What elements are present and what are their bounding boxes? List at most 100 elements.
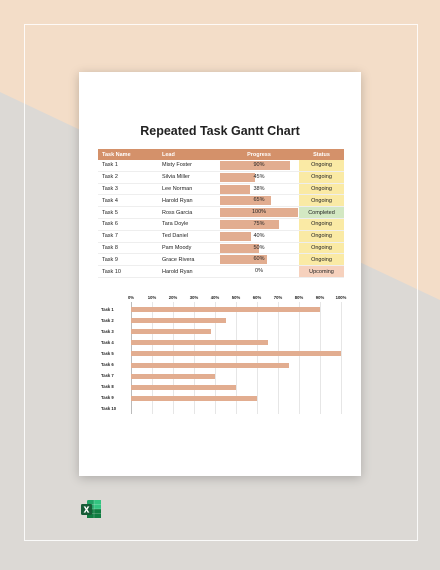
gantt-bar (131, 340, 268, 346)
progress-label: 40% (253, 232, 265, 239)
task-name-cell: Task 9 (98, 253, 158, 267)
x-tick-label: 10% (147, 295, 157, 300)
gridline (341, 302, 342, 414)
progress-label: 100% (251, 209, 267, 216)
x-tick-label: 60% (252, 295, 262, 300)
y-category-label: Task 3 (101, 328, 114, 334)
task-name-cell: Task 7 (98, 230, 158, 243)
progress-label: 65% (253, 197, 265, 204)
lead-cell: Harold Ryan (158, 265, 219, 278)
y-category-label: Task 2 (101, 317, 114, 323)
progress-label: 0% (255, 268, 263, 275)
task-name-cell: Task 8 (98, 242, 158, 255)
document-title: Repeated Task Gantt Chart (140, 124, 300, 138)
table-row: Task 1 Misty Foster 90% Ongoing (98, 160, 344, 172)
progress-label: 75% (253, 220, 265, 227)
progress-label: 90% (253, 162, 265, 168)
y-category-label: Task 1 (101, 306, 114, 312)
status-badge: Ongoing (299, 218, 344, 231)
lead-cell: Silvia Miller (158, 171, 219, 184)
table-row: Task 5 Ross Garcia 100% Completed (98, 206, 344, 219)
status-badge: Ongoing (299, 160, 344, 172)
progress-cell: 0% (219, 265, 299, 278)
task-name-cell: Task 5 (98, 206, 158, 219)
table-row: Task 8 Pam Moody 50% Ongoing (98, 242, 344, 255)
status-badge: Ongoing (299, 242, 344, 255)
decorative-frame (24, 24, 418, 541)
column-header-task: Task Name (98, 149, 158, 160)
gridline (236, 302, 237, 414)
x-tick-label: 30% (189, 295, 199, 300)
task-name-cell: Task 1 (98, 160, 158, 172)
progress-bar (220, 219, 279, 229)
gridline (278, 302, 279, 414)
gridline (299, 302, 300, 414)
table-row: Task 3 Lee Norman 38% Ongoing (98, 183, 344, 196)
lead-cell: Grace Rivera (158, 253, 219, 267)
progress-cell: 75% (219, 218, 299, 231)
progress-cell: 40% (219, 230, 299, 243)
table-header-row: Task Name Lead Progress Status (98, 149, 344, 160)
gantt-bar (131, 351, 341, 357)
lead-cell: Tara Doyle (158, 218, 219, 231)
task-name-cell: Task 10 (98, 265, 158, 278)
progress-cell: 60% (219, 253, 299, 267)
progress-bar (220, 255, 267, 265)
lead-cell: Pam Moody (158, 242, 219, 255)
progress-cell: 90% (219, 160, 299, 172)
progress-bar (220, 231, 252, 241)
x-tick-label: 90% (315, 295, 325, 300)
lead-cell: Harold Ryan (158, 194, 219, 208)
status-badge: Ongoing (299, 253, 344, 267)
progress-cell: 100% (219, 206, 299, 219)
status-badge: Upcoming (299, 265, 344, 278)
gantt-bar (131, 362, 289, 368)
y-category-label: Task 7 (101, 373, 114, 379)
progress-bar (220, 243, 259, 253)
y-category-label: Task 6 (101, 362, 114, 367)
status-badge: Ongoing (299, 230, 344, 243)
gantt-bar (131, 373, 215, 379)
y-category-label: Task 5 (101, 350, 114, 356)
task-name-cell: Task 6 (98, 218, 158, 231)
table-row: Task 4 Harold Ryan 65% Ongoing (98, 194, 344, 208)
gridline (257, 302, 258, 414)
table-row: Task 9 Grace Rivera 60% Ongoing (98, 253, 344, 267)
x-tick-label: 40% (210, 295, 220, 300)
x-tick-label: 80% (294, 295, 304, 300)
progress-label: 60% (253, 256, 265, 263)
gridline (194, 302, 195, 414)
column-header-progress: Progress (219, 149, 299, 160)
gridline (320, 302, 321, 414)
gantt-bar (131, 395, 257, 401)
excel-icon (81, 500, 101, 518)
gantt-bar (131, 329, 211, 335)
y-axis-line (131, 302, 132, 414)
progress-bar (220, 208, 298, 218)
gantt-chart: 0% 10% 20% 30% 40% 50% 60% 70% 80% 90% 100% Task 1 T… (79, 290, 361, 420)
table-row: Task 7 Ted Daniel 40% Ongoing (98, 230, 344, 243)
gantt-bar (131, 384, 236, 390)
progress-label: 38% (253, 185, 265, 192)
document-page: Repeated Task Gantt Chart Task Name Lead… (79, 72, 361, 476)
y-category-label: Task 8 (101, 384, 114, 390)
lead-cell: Ted Daniel (158, 230, 219, 243)
task-name-cell: Task 3 (98, 183, 158, 196)
progress-bar (220, 184, 250, 194)
task-name-cell: Task 4 (98, 194, 158, 208)
status-badge: Ongoing (299, 194, 344, 208)
x-tick-label: 20% (168, 295, 178, 300)
gridline (152, 302, 153, 414)
table-row: Task 10 Harold Ryan 0% Upcoming (98, 265, 344, 278)
progress-bar (220, 161, 291, 170)
column-header-status: Status (299, 149, 344, 160)
status-badge: Ongoing (299, 171, 344, 184)
task-name-cell: Task 2 (98, 171, 158, 184)
x-tick-label: 0% (127, 295, 135, 300)
gridline (173, 302, 174, 414)
progress-cell: 50% (219, 242, 299, 255)
status-badge: Ongoing (299, 183, 344, 196)
y-category-label: Task 9 (101, 395, 114, 401)
gantt-bar (131, 307, 320, 312)
task-table: Task Name Lead Progress Status Task 1 Mis… (98, 149, 344, 278)
